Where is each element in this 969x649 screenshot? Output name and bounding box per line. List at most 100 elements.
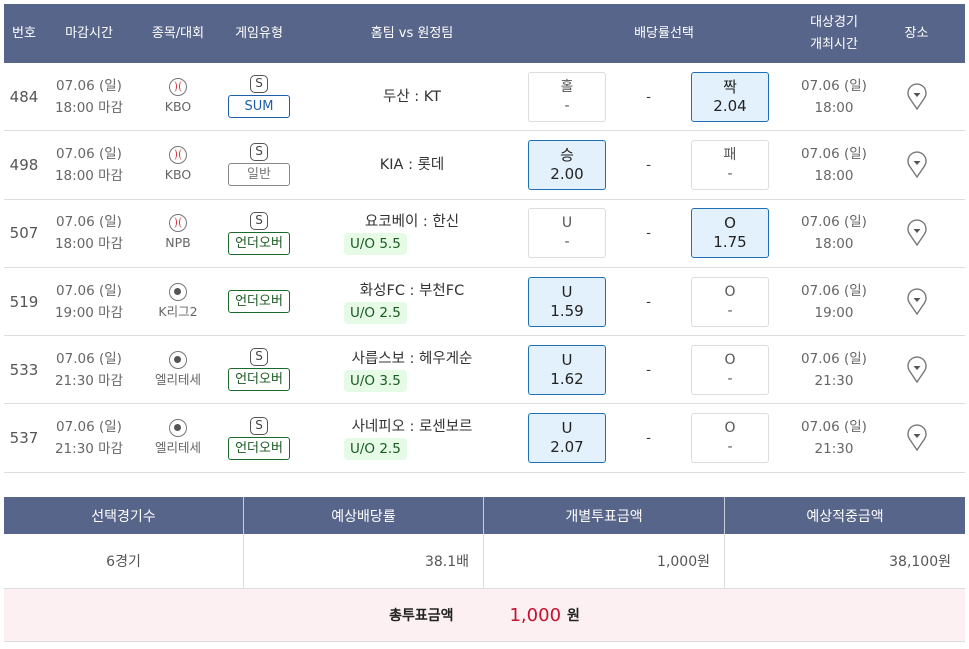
table-row: 537 07.06 (일) 21:30 마감 엘리테세 S 언더오버 사네피오 : … [4,405,965,473]
venue-button[interactable] [868,336,965,403]
total-bet: 총투표금액 1,000 원 [4,588,965,642]
baseball-icon [169,77,187,96]
table-row: 484 07.06 (일) 18:00 마감 KBO S SUM 두산 : KT 홀… [4,63,965,132]
game-number: 507 [9,224,39,243]
game-time: 21:30 [814,441,854,458]
odds-home-button[interactable]: U 1.59 [528,276,606,327]
odds-away-button[interactable]: O- [691,276,769,327]
close-date: 07.06 (일) [56,145,122,162]
odds-label: O [724,283,736,300]
map-pin-icon[interactable] [906,356,928,384]
single-badge: S [250,75,268,94]
odds-draw: - [646,430,651,447]
teams: 화성FC : 부천FC [359,282,465,299]
uo-line-badge: U/O 5.5 [344,233,407,256]
game-type-badge: 언더오버 [228,231,290,255]
odds-label: O [724,214,736,233]
league: 엘리테세 [154,440,201,456]
map-pin-icon[interactable] [906,82,928,111]
map-pin-icon[interactable] [906,151,928,179]
league: KBO [164,98,192,114]
baseball-icon [169,145,187,164]
close-time: 21:30 마감 [54,441,124,458]
close-time: 19:00 마감 [54,304,124,321]
total-label: 총투표금액 [389,608,454,624]
game-time: 19:00 [814,304,854,321]
teams: 사네피오 : 로센보르 [351,419,473,436]
expected-payout: 38,100원 [889,554,951,570]
odds-away-button[interactable]: O- [691,413,769,464]
game-time: 21:30 [814,372,854,389]
expected-odds: 38.1배 [244,534,484,588]
header-game-time: 대상경기 개최시간 [810,14,858,52]
map-pin-icon[interactable] [906,287,928,316]
odds-away-button[interactable]: 패- [691,139,769,190]
odds-home-button[interactable]: U 1.62 [528,344,606,395]
summary-header-bet: 개별투표금액 [484,497,725,534]
bet-amount: 1,000원 [484,534,725,588]
odds-home-button[interactable]: U 2.07 [528,413,606,464]
odds-draw: - [646,225,651,242]
header-close-time: 마감시간 [65,25,113,41]
venue-button[interactable] [868,200,965,267]
odds-label: 짝 [723,77,737,96]
odds-value: 1.75 [713,233,747,252]
odds-label: U [561,350,573,369]
league: K리그2 [158,303,198,319]
uo-line-badge: U/O 2.5 [344,301,407,324]
teams: 두산 : KT [382,88,442,105]
venue-button[interactable] [868,405,965,472]
game-type-badge: SUM [228,95,290,119]
teams: 요코베이 : 한신 [364,214,460,231]
odds-value: - [564,234,570,251]
game-date: 07.06 (일) [801,145,867,162]
summary-header: 선택경기수 예상배당률 개별투표금액 예상적중금액 [4,497,965,534]
odds-home-button[interactable]: 홀- [528,71,606,122]
game-number: 519 [9,292,39,311]
venue-button[interactable] [868,268,965,335]
table-row: 519 07.06 (일) 19:00 마감 K리그2 언더오버 화성FC : 부… [4,268,965,337]
venue-button[interactable] [868,63,965,130]
odds-away-button[interactable]: O 1.75 [691,208,769,259]
uo-line-badge: U/O 2.5 [344,438,407,461]
close-time: 21:30 마감 [54,372,124,389]
table-header: 번호 마감시간 종목/대회 게임유형 홈팀 vs 원정팀 배당률선택 대상경기 개최시간 장소 [4,4,965,63]
total-value: 1,000 [509,604,562,626]
odds-home-button[interactable]: U- [528,208,606,259]
odds-label: O [724,420,736,437]
close-time: 18:00 마감 [54,99,124,116]
odds-label: U [561,215,573,232]
league: KBO [164,166,192,182]
soccer-ball-icon [169,419,187,438]
venue-button[interactable] [868,131,965,198]
odds-value: 1.62 [550,369,584,388]
header-sport: 종목/대회 [151,25,205,41]
close-date: 07.06 (일) [56,419,122,436]
game-date: 07.06 (일) [801,77,867,94]
odds-label: 패 [723,146,737,163]
odds-label: 승 [560,145,574,164]
map-pin-icon[interactable] [906,219,928,247]
game-date: 07.06 (일) [801,214,867,231]
selected-count: 6경기 [4,534,244,588]
total-unit: 원 [567,608,580,624]
game-date: 07.06 (일) [801,350,867,367]
single-badge: S [250,416,268,435]
game-number: 533 [9,360,39,379]
odds-away-button[interactable]: O- [691,344,769,395]
game-type-badge: 언더오버 [228,290,290,314]
odds-value: - [727,302,733,319]
header-teams: 홈팀 vs 원정팀 [370,25,454,41]
league: NPB [165,235,191,251]
map-pin-icon[interactable] [906,424,928,452]
game-date: 07.06 (일) [801,419,867,436]
table-row: 533 07.06 (일) 21:30 마감 엘리테세 S 언더오버 사릅스보 : … [4,336,965,405]
odds-home-button[interactable]: 승 2.00 [528,139,606,190]
odds-away-button[interactable]: 짝 2.04 [691,71,769,122]
odds-value: 2.00 [550,164,584,183]
game-number: 498 [9,155,39,174]
game-time: 18:00 [814,99,854,116]
single-badge: S [250,211,268,230]
odds-value: 2.04 [713,96,747,115]
table-row: 507 07.06 (일) 18:00 마감 NPB S 언더오버 요코베이 : 한… [4,200,965,268]
